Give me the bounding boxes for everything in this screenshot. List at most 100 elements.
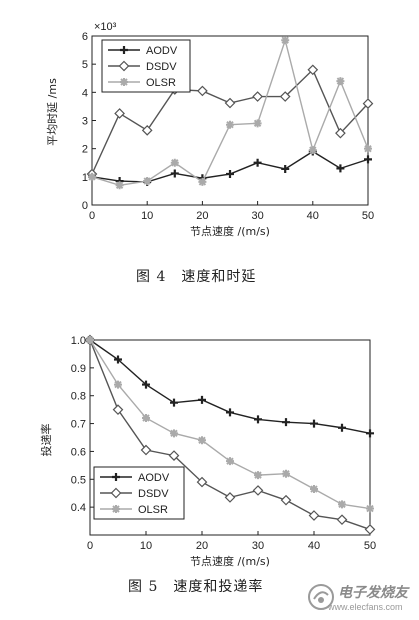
chart1-data-point-olsr	[281, 36, 290, 45]
chart1-legend-marker-olsr	[120, 78, 128, 86]
chart2-data-point-dsdv	[252, 485, 264, 496]
chart1-data-point-olsr	[226, 120, 234, 129]
chart2-series-line-aodv	[89, 339, 371, 435]
chart2-data-point-dsdv	[112, 404, 124, 415]
chart2-data-point-aodv	[282, 418, 290, 427]
watermark: 电子发烧友 www.elecfans.com	[304, 580, 416, 616]
chart2-x-tick-label: 0	[87, 540, 93, 552]
chart1-x-tick-label: 20	[196, 210, 208, 222]
chart1-data-point-olsr	[170, 158, 179, 167]
chart2-y-tick-label: 0.9	[71, 363, 86, 375]
chart2-data-point-olsr	[338, 500, 346, 509]
chart2-y-tick-label: 0.8	[71, 391, 86, 403]
chart1-y-tick-label: 1	[82, 172, 88, 184]
chart1-y-tick-label: 5	[82, 59, 88, 71]
chart1-data-point-olsr	[115, 181, 124, 190]
chart2-data-point-olsr	[366, 504, 374, 513]
chart2-data-point-olsr	[198, 436, 206, 445]
chart2-y-axis-label: 投递率	[39, 424, 53, 457]
chart1-x-tick-label: 40	[307, 210, 319, 222]
chart2-data-point-aodv	[254, 415, 262, 424]
chart1-legend-marker-aodv	[120, 46, 128, 54]
chart2-data-point-olsr	[282, 469, 290, 478]
chart2-data-point-dsdv	[168, 450, 180, 461]
chart2-data-point-aodv	[198, 395, 206, 404]
chart1-legend-label-dsdv: DSDV	[146, 61, 177, 73]
chart2-data-point-aodv	[310, 419, 318, 428]
chart1-data-point-aodv	[253, 158, 262, 167]
chart2-data-point-aodv	[338, 423, 346, 432]
chart2-y-tick-label: 1.0	[71, 335, 86, 347]
chart1-y-tick-label: 4	[82, 87, 88, 99]
chart1-y-tick-label: 6	[82, 31, 88, 43]
chart2-data-point-aodv	[226, 408, 234, 417]
chart2-y-tick-label: 0.4	[71, 502, 86, 514]
chart1-x-tick-label: 50	[362, 210, 374, 222]
chart1-data-point-dsdv	[362, 98, 374, 109]
chart1-data-point-dsdv	[141, 125, 153, 136]
chart2-data-point-olsr	[170, 429, 178, 438]
chart1-data-point-dsdv	[335, 127, 346, 139]
chart1-data-point-olsr	[253, 119, 262, 128]
chart2-data-point-olsr	[310, 485, 318, 494]
chart1-data-point-olsr	[143, 177, 152, 186]
chart2-legend-marker-olsr	[112, 505, 120, 513]
chart2-data-point-aodv	[170, 398, 178, 407]
watermark-logo-icon	[308, 584, 334, 610]
figure-5-caption: 图 5 速度和投递率	[128, 579, 264, 595]
chart1-legend-label-aodv: AODV	[146, 45, 178, 57]
chart1-x-axis-label: 节点速度 /(m/s)	[190, 224, 270, 238]
chart2-data-point-dsdv	[364, 524, 376, 535]
chart1-data-point-dsdv	[197, 85, 208, 97]
chart1-data-point-dsdv	[114, 108, 125, 119]
chart1-exponent-label: ×10³	[94, 21, 117, 33]
chart2-legend-label-olsr: OLSR	[138, 504, 168, 516]
chart2-x-tick-label: 20	[196, 540, 208, 552]
chart1-data-point-olsr	[364, 144, 372, 153]
watermark-title: 电子发烧友	[338, 585, 408, 601]
chart1-data-point-aodv	[336, 164, 345, 173]
chart2-data-point-olsr	[114, 380, 122, 389]
chart2-legend-label-aodv: AODV	[138, 472, 170, 484]
chart1-data-point-aodv	[281, 164, 290, 173]
chart1-data-point-dsdv	[307, 64, 319, 76]
chart2-data-point-dsdv	[280, 494, 292, 506]
chart1-y-tick-label: 3	[82, 116, 88, 128]
chart2-data-point-olsr	[226, 457, 234, 466]
chart1-legend-label-olsr: OLSR	[146, 77, 176, 89]
chart2-legend-marker-aodv	[112, 473, 120, 481]
chart1-data-point-dsdv	[252, 91, 263, 102]
chart2-data-point-olsr	[142, 414, 150, 422]
chart1-data-point-aodv	[364, 155, 372, 164]
chart2-y-tick-label: 0.5	[71, 474, 86, 486]
figure-4-caption: 图 4 速度和时延	[136, 269, 257, 285]
chart1-y-axis-label: 平均时延 /ms	[46, 78, 59, 146]
chart2-x-tick-label: 10	[140, 540, 152, 552]
chart1-y-tick-label: 2	[82, 144, 88, 156]
chart2-y-tick-label: 0.6	[71, 446, 86, 458]
watermark-url: www.elecfans.com	[328, 602, 403, 612]
chart2-x-tick-label: 40	[308, 540, 320, 552]
chart1-x-tick-label: 0	[89, 210, 95, 222]
chart2-data-point-aodv	[114, 355, 122, 364]
chart2-data-point-aodv	[366, 429, 374, 438]
chart1-data-point-olsr	[88, 172, 96, 181]
chart2-data-point-dsdv	[336, 514, 348, 526]
chart2-plot-frame	[89, 339, 371, 536]
chart2-data-point-dsdv	[224, 492, 236, 503]
chart2-x-tick-label: 30	[252, 540, 264, 552]
chart1-x-tick-label: 10	[141, 210, 153, 222]
chart2-y-tick-label: 0.7	[71, 419, 86, 431]
chart1-legend-marker-dsdv	[118, 60, 130, 72]
chart2-x-tick-label: 50	[364, 540, 376, 552]
chart2-data-point-olsr	[86, 336, 94, 344]
chart2-legend-label-dsdv: DSDV	[138, 488, 169, 500]
chart2-data-point-dsdv	[196, 476, 208, 488]
chart1-data-point-dsdv	[224, 97, 236, 109]
chart2-legend-marker-dsdv	[110, 487, 122, 499]
chart1-data-point-olsr	[198, 177, 207, 186]
chart2-x-axis-label: 节点速度 /(m/s)	[190, 554, 270, 568]
chart1-y-tick-label: 0	[82, 200, 88, 212]
chart2-data-point-dsdv	[308, 510, 320, 521]
